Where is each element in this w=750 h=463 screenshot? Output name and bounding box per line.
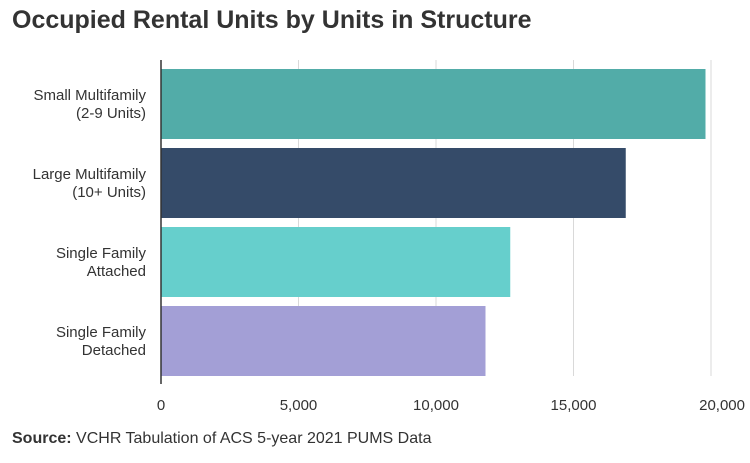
category-label: Large Multifamily (10+ Units) bbox=[33, 166, 147, 201]
category-label-line: Large Multifamily bbox=[33, 166, 147, 183]
x-tick-label: 0 bbox=[157, 397, 165, 414]
category-labels: Small Multifamily (2-9 Units) Large Multif… bbox=[33, 87, 147, 359]
category-label: Single Family Attached bbox=[56, 245, 147, 280]
category-label-line: Attached bbox=[87, 263, 146, 280]
bar bbox=[161, 227, 511, 297]
category-label: Small Multifamily (2-9 Units) bbox=[33, 87, 146, 122]
category-label-line: Single Family bbox=[56, 324, 147, 341]
source-note: Source: VCHR Tabulation of ACS 5-year 20… bbox=[12, 430, 431, 448]
category-label-line: (2-9 Units) bbox=[76, 105, 146, 122]
x-tick-label: 20,000 bbox=[699, 397, 745, 414]
bar bbox=[161, 148, 626, 218]
bar-chart: Small Multifamily (2-9 Units) Large Multif… bbox=[33, 60, 745, 414]
category-label-line: Small Multifamily bbox=[33, 87, 146, 104]
category-label-line: (10+ Units) bbox=[72, 184, 146, 201]
x-tick-label: 5,000 bbox=[280, 397, 318, 414]
source-label: Source: bbox=[12, 430, 72, 447]
x-tick-label: 10,000 bbox=[413, 397, 459, 414]
category-label: Single Family Detached bbox=[56, 324, 147, 359]
chart-title: Occupied Rental Units by Units in Struct… bbox=[12, 6, 532, 34]
bars bbox=[161, 69, 706, 376]
x-tick-label: 15,000 bbox=[551, 397, 597, 414]
category-label-line: Detached bbox=[82, 342, 146, 359]
source-text: VCHR Tabulation of ACS 5-year 2021 PUMS … bbox=[76, 430, 432, 447]
x-tick-labels: 0 5,000 10,000 15,000 20,000 bbox=[157, 397, 745, 414]
bar bbox=[161, 306, 486, 376]
category-label-line: Single Family bbox=[56, 245, 147, 262]
bar bbox=[161, 69, 706, 139]
